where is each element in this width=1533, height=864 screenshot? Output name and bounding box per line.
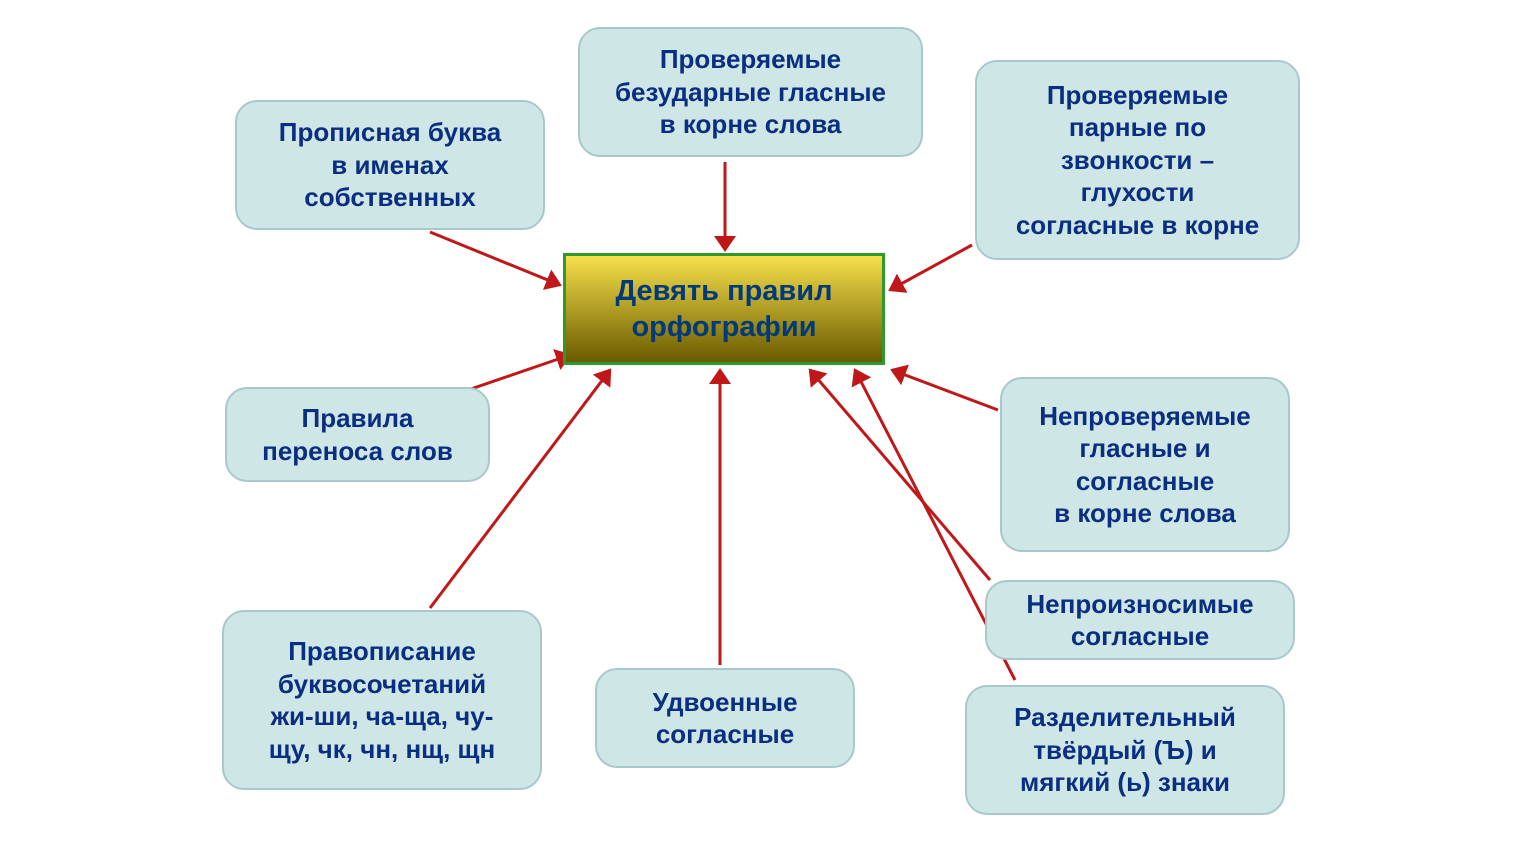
node-n4-line: переноса слов xyxy=(262,435,453,468)
node-n8: Непроизносимыесогласные xyxy=(985,580,1295,660)
node-n8-line: согласные xyxy=(1071,620,1209,653)
node-n5-line: в корне слова xyxy=(1054,497,1236,530)
node-n2-line: безударные гласные xyxy=(615,76,886,109)
node-n6-line: щу, чк, чн, нщ, щн xyxy=(269,733,495,766)
node-n3-line: звонкости – xyxy=(1061,144,1214,177)
node-n6-line: Правописание xyxy=(288,635,476,668)
node-n5-line: Непроверяемые xyxy=(1039,400,1251,433)
node-n4-line: Правила xyxy=(302,402,414,435)
node-n3: Проверяемыепарные позвонкости –глухостис… xyxy=(975,60,1300,260)
node-n9-line: мягкий (ь) знаки xyxy=(1020,766,1230,799)
center-node: Девять правилорфографии xyxy=(563,253,885,365)
node-n9-line: Разделительный xyxy=(1014,701,1236,734)
node-n1-line: собственных xyxy=(304,181,475,214)
node-n7-line: согласные xyxy=(656,718,794,751)
node-n5-line: гласные и xyxy=(1079,432,1210,465)
node-n9: Разделительныйтвёрдый (Ъ) имягкий (ь) зн… xyxy=(965,685,1285,815)
node-n3-line: согласные в корне xyxy=(1016,209,1259,242)
edge-n3 xyxy=(890,245,972,290)
node-n1-line: в именах xyxy=(331,149,449,182)
node-n2-line: Проверяемые xyxy=(660,43,841,76)
node-n3-line: Проверяемые xyxy=(1047,79,1228,112)
node-n2-line: в корне слова xyxy=(660,108,842,141)
node-n6-line: буквосочетаний xyxy=(278,668,486,701)
node-n3-line: глухости xyxy=(1081,176,1195,209)
node-n1-line: Прописная буква xyxy=(279,116,501,149)
center-node-line: орфографии xyxy=(631,309,816,345)
node-n6-line: жи-ши, ча-ща, чу- xyxy=(271,700,494,733)
node-n9-line: твёрдый (Ъ) и xyxy=(1033,734,1216,767)
node-n5: Непроверяемыегласные исогласныев корне с… xyxy=(1000,377,1290,552)
node-n5-line: согласные xyxy=(1076,465,1214,498)
node-n7: Удвоенныесогласные xyxy=(595,668,855,768)
edge-n1 xyxy=(430,232,560,285)
node-n4: Правилапереноса слов xyxy=(225,387,490,482)
edge-n5 xyxy=(892,370,998,410)
diagram-canvas: Девять правилорфографииПрописная буквав … xyxy=(0,0,1533,864)
edge-n8 xyxy=(810,370,990,580)
node-n8-line: Непроизносимые xyxy=(1026,588,1253,621)
center-node-line: Девять правил xyxy=(615,273,832,309)
node-n3-line: парные по xyxy=(1069,111,1206,144)
node-n7-line: Удвоенные xyxy=(652,686,797,719)
node-n2: Проверяемыебезударные гласныев корне сло… xyxy=(578,27,923,157)
edge-n4 xyxy=(468,355,570,390)
node-n1: Прописная буквав именахсобственных xyxy=(235,100,545,230)
node-n6: Правописаниебуквосочетанийжи-ши, ча-ща, … xyxy=(222,610,542,790)
